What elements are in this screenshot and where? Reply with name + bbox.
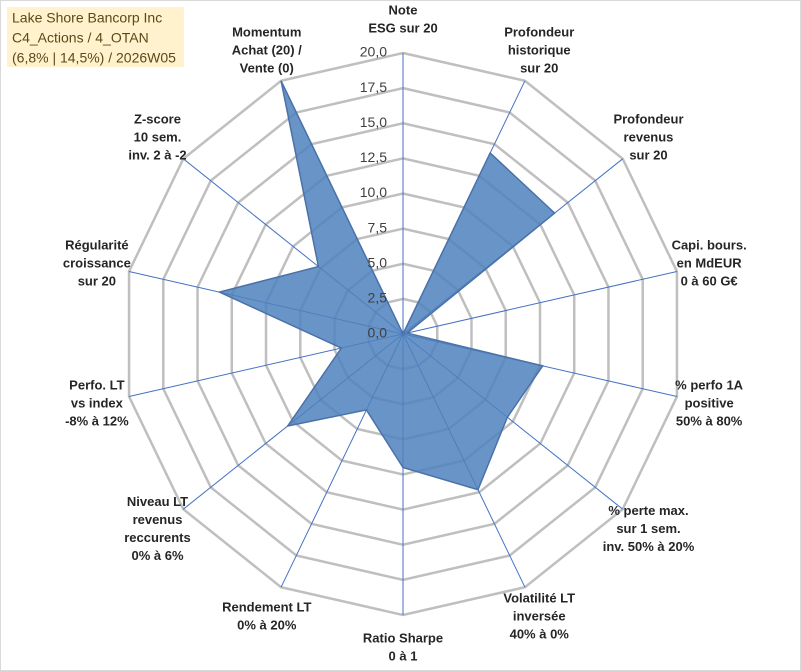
- labels: 0,0 2,5 5,0 7,5 10,0 12,5 15,0 17,5 20,0 Note ESG …: [63, 2, 747, 663]
- axis-label: Régularité: [65, 238, 129, 253]
- r-tick-label: 20,0: [360, 44, 387, 60]
- axis-label: % perfo 1A: [675, 377, 744, 392]
- axis-label: Rendement LT: [222, 599, 311, 614]
- axis-label: Profondeur: [613, 112, 683, 127]
- axis-label: % perte max.: [608, 503, 688, 518]
- axis-label: revenus: [624, 130, 674, 145]
- r-tick-label: 12,5: [360, 149, 387, 165]
- axis-label: Ratio Sharpe: [363, 630, 443, 645]
- axis-label: inv. 50% à 20%: [603, 539, 695, 554]
- axis-label: Vente (0): [240, 61, 294, 76]
- axis-label: sur 20: [629, 148, 667, 163]
- axis-label: Momentum: [232, 25, 301, 40]
- axis-label: 0% à 6%: [131, 548, 183, 563]
- r-tick-label: 2,5: [368, 290, 388, 306]
- axis-label: Z-score: [134, 112, 181, 127]
- r-tick-label: 10,0: [360, 184, 387, 200]
- data-area: [217, 80, 556, 491]
- axis-label: 0 à 1: [389, 648, 418, 663]
- axis-label: 50% à 80%: [676, 413, 743, 428]
- axis-label: sur 20: [520, 61, 558, 76]
- axis-label: Note: [389, 2, 418, 17]
- axis-label: reccurents: [124, 530, 190, 545]
- axis-label: vs index: [71, 395, 124, 410]
- axis-label: Niveau LT: [127, 494, 188, 509]
- axis-label: ESG sur 20: [368, 20, 437, 35]
- axis-label: Achat (20) /: [232, 43, 302, 58]
- title-line: C4_Actions / 4_OTAN: [12, 30, 149, 46]
- axis-label: sur 1 sem.: [616, 521, 680, 536]
- axis-label: sur 20: [78, 274, 116, 289]
- title-box: [7, 7, 184, 67]
- marks: [217, 80, 556, 491]
- axis-label: positive: [685, 395, 734, 410]
- axis-label: Volatilité LT: [503, 590, 575, 605]
- title: Lake Shore Bancorp Inc C4_Actions / 4_OTA…: [12, 10, 176, 66]
- title-line: (6,8% | 14,5%) / 2026W05: [12, 50, 176, 66]
- axis-label: inv. 2 à -2: [128, 148, 186, 163]
- r-tick-label: 15,0: [360, 114, 387, 130]
- axis-label: revenus: [133, 512, 183, 527]
- axis-label: 0% à 20%: [237, 617, 297, 632]
- axis-label: -8% à 12%: [65, 413, 129, 428]
- axis-label: historique: [508, 43, 571, 58]
- axis-label: croissance: [63, 256, 131, 271]
- axis-label: en MdEUR: [677, 256, 743, 271]
- axis-label: inversée: [513, 608, 566, 623]
- spoke: [402, 270, 678, 335]
- title-line: Lake Shore Bancorp Inc: [12, 10, 162, 26]
- r-tick-label: 7,5: [368, 219, 388, 235]
- axis-label: Profondeur: [504, 25, 574, 40]
- r-tick-label: 0,0: [368, 325, 388, 341]
- axis-label: 0 à 60 G€: [681, 274, 738, 289]
- r-tick-label: 17,5: [360, 79, 387, 95]
- r-tick-label: 5,0: [368, 254, 388, 270]
- axis-label: 40% à 0%: [510, 626, 570, 641]
- axis-label: 10 sem.: [134, 130, 182, 145]
- axis-label: Perfo. LT: [69, 377, 124, 392]
- axis-label: Capi. bours.: [672, 238, 747, 253]
